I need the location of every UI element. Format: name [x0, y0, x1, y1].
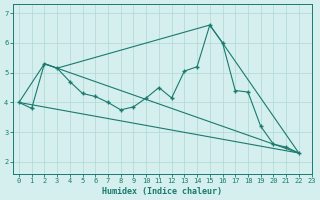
X-axis label: Humidex (Indice chaleur): Humidex (Indice chaleur) [102, 187, 222, 196]
